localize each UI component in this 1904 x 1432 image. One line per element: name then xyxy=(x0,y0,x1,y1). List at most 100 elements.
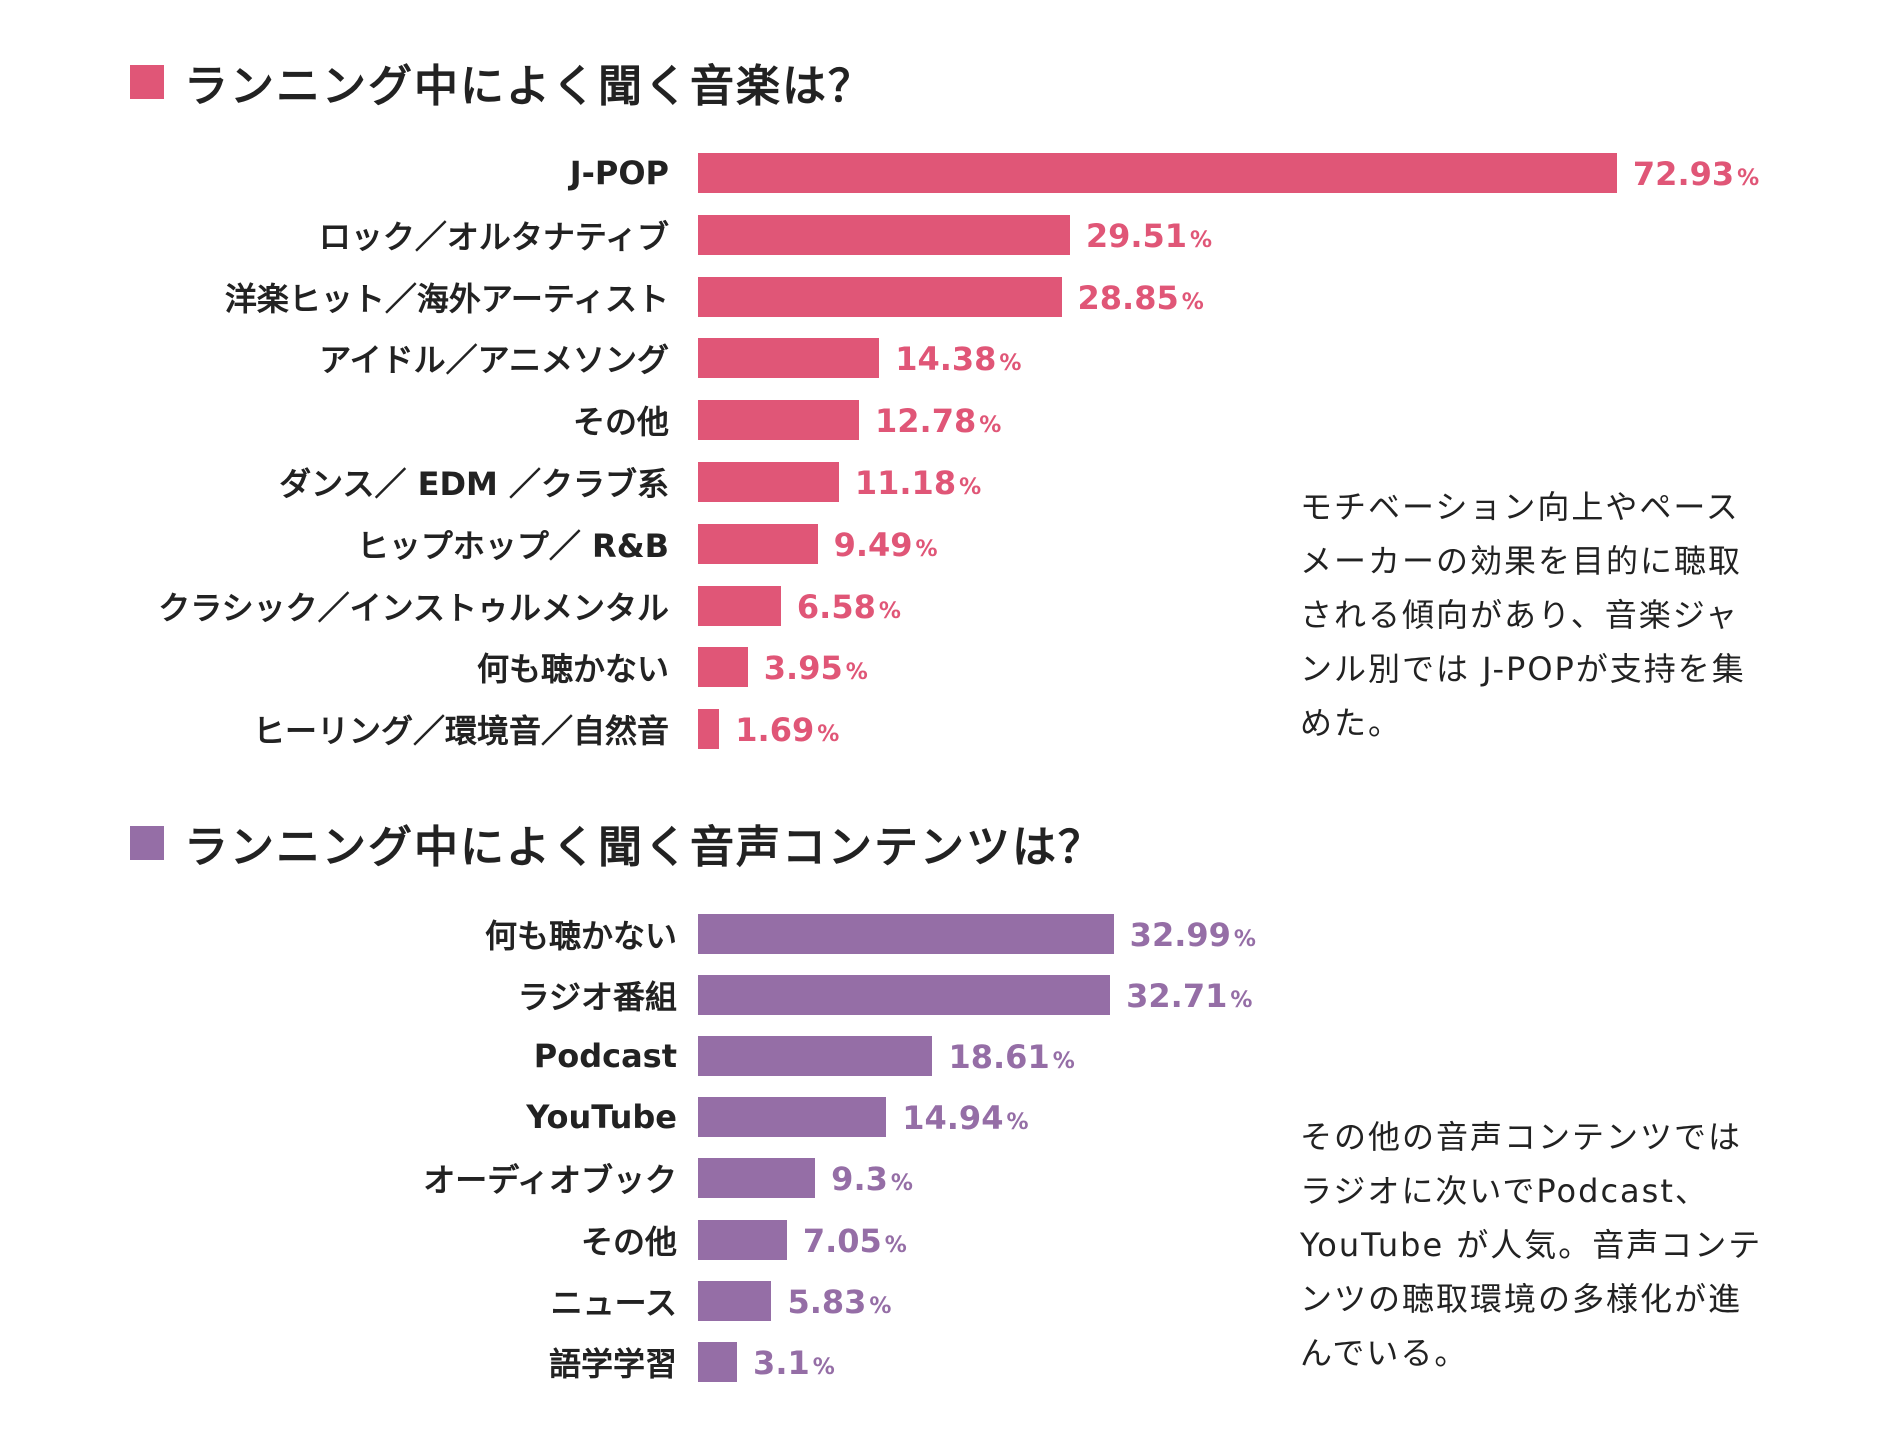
value-label: 5.83% xyxy=(787,1281,891,1321)
value-unit: % xyxy=(878,598,901,624)
value-number: 9.49 xyxy=(833,525,913,564)
chart-note: モチベーション向上やペースメーカーの効果を目的に聴取される傾向があり、音楽ジャン… xyxy=(1300,488,1746,742)
category-label: 語学学習 xyxy=(548,1344,677,1383)
bar-row: ロック／オルタナティブ 29.51% xyxy=(0,214,1904,256)
value-number: 6.58 xyxy=(796,587,876,626)
value-label: 32.99% xyxy=(1130,914,1256,954)
category-label: その他 xyxy=(580,1222,677,1261)
value-label: 32.71% xyxy=(1126,975,1252,1015)
value-number: 18.61 xyxy=(948,1038,1050,1077)
bar xyxy=(698,400,860,441)
value-unit: % xyxy=(999,351,1022,377)
bar-row: その他 12.78% xyxy=(0,400,1904,442)
bar xyxy=(698,1158,816,1199)
bar xyxy=(698,585,781,626)
value-number: 1.69 xyxy=(735,711,815,750)
category-label: ヒップホップ／ R&B xyxy=(356,526,669,565)
title-marker-square xyxy=(130,826,164,860)
category-label: ロック／オルタナティブ xyxy=(318,217,669,256)
value-number: 3.95 xyxy=(763,649,843,688)
bar xyxy=(698,214,1070,255)
value-label: 9.49% xyxy=(834,524,938,564)
value-unit: % xyxy=(959,475,982,500)
category-label: 洋楽ヒット／海外アーティスト xyxy=(224,279,669,318)
value-label: 9.3% xyxy=(831,1158,913,1198)
chart-title: ランニング中によく聞く音楽は？ xyxy=(130,52,874,112)
bar-row: ニュース 5.83% xyxy=(0,1280,1904,1322)
value-number: 32.99 xyxy=(1129,916,1231,954)
category-label: ダンス／ EDM ／クラブ系 xyxy=(279,465,669,503)
bar-row: ダンス／ EDM ／クラブ系 11.18% xyxy=(0,462,1904,503)
chart-title: ランニング中によく聞く音声コンテンツは？ xyxy=(130,813,1104,873)
bar xyxy=(698,153,1617,193)
bar-row: 語学学習 3.1% xyxy=(0,1341,1904,1383)
category-label: J-POP xyxy=(569,154,669,192)
value-number: 7.05 xyxy=(802,1221,882,1260)
bar-row: オーディオブック 9.3% xyxy=(0,1158,1904,1200)
bar xyxy=(698,523,818,564)
bar-row: ラジオ番組 32.71% xyxy=(0,975,1904,1017)
bar-row: YouTube 14.94% xyxy=(0,1097,1904,1138)
title-marker-square xyxy=(130,65,164,99)
chart-note: その他の音声コンテンツではラジオに次いでPodcast、YouTube が人気。… xyxy=(1300,1118,1763,1372)
category-label: ニュース xyxy=(550,1283,677,1322)
value-label: 1.69% xyxy=(735,709,839,749)
value-label: 12.78% xyxy=(875,400,1001,440)
value-number: 72.93 xyxy=(1632,155,1735,193)
category-label: オーディオブック xyxy=(423,1161,677,1200)
bar xyxy=(698,709,720,750)
value-unit: % xyxy=(1052,1049,1075,1075)
bar-row: アイドル／アニメソング 14.38% xyxy=(0,338,1904,380)
category-label: Podcast xyxy=(533,1037,677,1076)
value-number: 14.38 xyxy=(895,340,997,379)
value-number: 12.78 xyxy=(875,402,977,441)
value-unit: % xyxy=(1190,227,1213,253)
bar-row: ヒップホップ／ R&B 9.49% xyxy=(0,523,1904,565)
value-number: 5.83 xyxy=(787,1282,867,1321)
value-unit: % xyxy=(979,413,1002,439)
value-unit: % xyxy=(812,1354,835,1380)
chart-title-text: ランニング中によく聞く音楽は？ xyxy=(184,61,874,112)
bar xyxy=(698,975,1111,1016)
value-label: 3.1% xyxy=(753,1342,835,1382)
value-number: 11.18 xyxy=(854,464,957,502)
value-unit: % xyxy=(1006,1110,1029,1136)
value-label: 72.93% xyxy=(1633,153,1759,193)
value-unit: % xyxy=(869,1293,892,1319)
bar xyxy=(698,276,1062,317)
category-label: YouTube xyxy=(526,1098,677,1137)
value-unit: % xyxy=(1230,988,1253,1014)
bar xyxy=(698,647,748,688)
value-label: 3.95% xyxy=(764,647,868,687)
value-number: 9.3 xyxy=(831,1160,888,1199)
value-unit: % xyxy=(890,1171,913,1197)
category-label: クラシック／インストゥルメンタル xyxy=(158,588,669,627)
value-number: 28.85 xyxy=(1077,278,1179,317)
category-label: ラジオ番組 xyxy=(517,978,677,1017)
bar xyxy=(698,338,880,379)
bar-row: J-POP 72.93% xyxy=(0,153,1904,193)
value-unit: % xyxy=(1233,927,1256,952)
category-label: 何も聴かない xyxy=(484,917,677,955)
value-number: 29.51 xyxy=(1085,216,1188,255)
value-unit: % xyxy=(884,1232,907,1258)
value-label: 6.58% xyxy=(797,586,901,626)
value-unit: % xyxy=(817,722,840,748)
bar-row: 何も聴かない 32.99% xyxy=(0,914,1904,955)
value-number: 3.1 xyxy=(753,1343,810,1382)
bar xyxy=(698,1097,887,1138)
value-label: 28.85% xyxy=(1078,277,1204,317)
bar xyxy=(698,914,1114,954)
category-label: その他 xyxy=(572,403,669,442)
bar-row: その他 7.05% xyxy=(0,1219,1904,1261)
bar xyxy=(698,1219,787,1260)
chart-title-text: ランニング中によく聞く音声コンテンツは？ xyxy=(184,822,1104,873)
value-number: 14.94 xyxy=(902,1099,1004,1138)
value-label: 18.61% xyxy=(948,1036,1074,1076)
category-label: アイドル／アニメソング xyxy=(319,341,669,380)
bar-row: ヒーリング／環境音／自然音 1.69% xyxy=(0,709,1904,750)
bar xyxy=(698,1341,738,1382)
bar xyxy=(698,462,839,502)
bar-row: 何も聴かない 3.95% xyxy=(0,647,1904,688)
bar-row: Podcast 18.61% xyxy=(0,1036,1904,1077)
